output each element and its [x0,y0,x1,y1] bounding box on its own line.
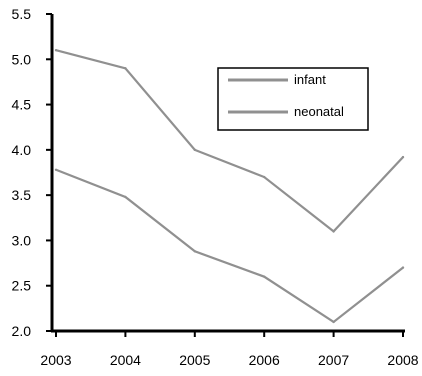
data-point-neonatal [193,250,196,253]
y-tick-label: 2.5 [12,278,32,294]
series-line-infant [55,49,404,233]
series-layer [54,49,405,324]
data-point-infant [332,230,335,233]
data-point-infant [193,148,196,152]
legend-label-infant: infant [294,72,326,87]
data-point-infant [54,49,58,52]
x-tick-label: 2003 [40,352,71,368]
legend-box [217,67,369,131]
x-axis-ticks: 2003 2004 2005 2006 2007 2008 [40,331,419,368]
x-tick-label: 2008 [387,352,418,368]
legend-label-neonatal: neonatal [294,104,344,119]
x-tick-label: 2004 [110,352,141,368]
data-point-infant [124,67,127,70]
series-line-neonatal [55,168,404,324]
legend: infant neonatal [217,67,369,131]
y-tick-label: 5.5 [12,6,32,22]
x-tick-label: 2006 [249,352,280,368]
y-tick-label: 3.5 [12,187,32,203]
data-point-infant [401,155,405,159]
x-tick-label: 2007 [318,352,349,368]
data-point-neonatal [332,320,335,324]
y-axis-ticks: 2.0 2.5 3.0 3.5 4.0 4.5 5.0 5.5 [12,6,52,339]
y-tick-label: 5.0 [12,51,32,67]
y-tick-label: 2.0 [12,323,32,339]
y-tick-label: 3.0 [12,232,32,248]
data-point-neonatal [54,168,58,171]
x-tick-label: 2005 [179,352,210,368]
data-point-neonatal [124,195,127,199]
data-point-infant [263,175,266,179]
axes [50,14,405,333]
y-tick-label: 4.5 [12,97,32,113]
data-point-neonatal [401,266,405,269]
data-point-neonatal [263,275,266,278]
y-tick-label: 4.0 [12,142,32,158]
